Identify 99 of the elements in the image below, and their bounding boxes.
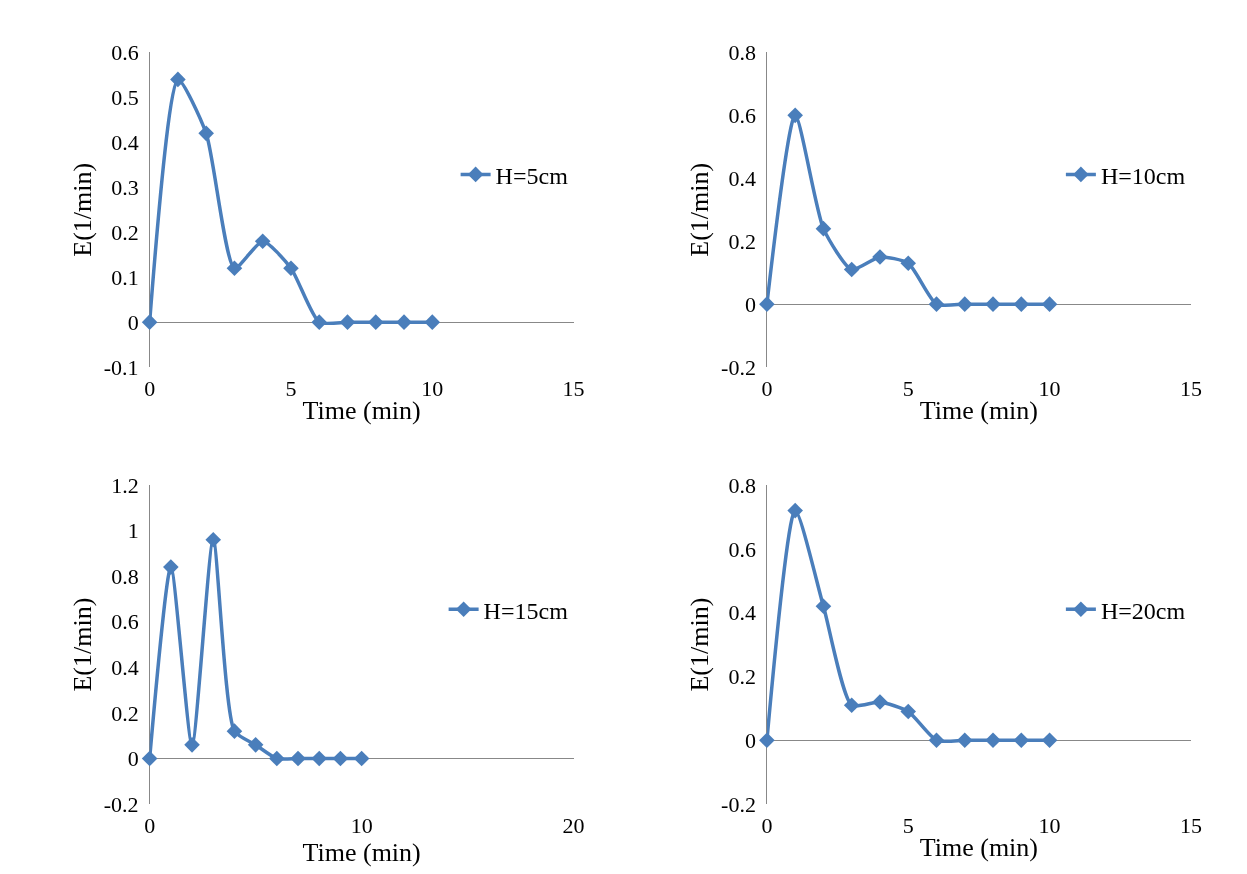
y-tick-label: 1.2 [111,472,139,498]
x-tick-label: 15 [1179,376,1202,402]
point [900,255,917,272]
x-tick-label: 20 [562,813,585,839]
y-axis-title: E(1/min) [685,162,715,257]
point [843,697,860,713]
point [184,737,200,753]
point [163,559,179,575]
point [141,314,158,330]
point [759,732,775,749]
y-tick-label: 0.3 [111,174,139,200]
y-axis-title: E(1/min) [685,597,715,692]
y-tick-label: 0.8 [728,40,756,66]
x-tick-label: 5 [902,813,914,839]
y-tick-label: 0.8 [111,563,139,589]
point [759,296,775,312]
point [787,107,803,124]
y-axis-title: E(1/min) [68,597,98,692]
point [956,732,973,749]
point [424,314,441,330]
x-tick-label: 0 [761,813,773,839]
point [1041,732,1058,749]
point [226,260,243,276]
x-tick-label: 0 [761,376,773,402]
y-tick-label: 0.4 [111,655,139,681]
point [311,750,328,767]
point [311,314,328,330]
y-tick-label: 0.6 [728,536,756,562]
point [787,502,803,519]
legend-label: H=15cm [483,597,569,624]
y-tick-label: 0 [127,309,139,335]
y-tick-label: 1 [127,518,139,544]
legend-label: H=20cm [1100,597,1186,624]
y-tick-label: 0.6 [111,609,139,635]
x-tick-label: 15 [562,376,585,402]
y-tick-label: 0.1 [111,264,139,290]
x-tick-label: 10 [1038,813,1061,839]
y-tick-label: 0 [744,291,756,317]
point [1013,732,1030,749]
legend-label: H=5cm [495,162,569,189]
y-tick-label: -0.1 [103,354,139,380]
point [170,71,186,88]
point [198,125,214,142]
x-tick-label: 10 [350,813,373,839]
point [332,750,349,767]
point [290,750,306,767]
x-tick-label: 0 [144,376,156,402]
y-tick-label: 0 [127,746,139,772]
y-tick-label: 0.2 [728,664,756,690]
legend-label: H=10cm [1100,162,1186,189]
point [269,750,285,767]
point [367,314,384,330]
y-tick-label: 0.4 [728,600,756,626]
y-tick-label: 0.2 [111,700,139,726]
point [872,694,888,710]
point [1041,296,1058,312]
x-tick-label: 5 [902,376,914,402]
y-tick-label: 0.5 [111,85,139,111]
point [283,260,299,276]
y-tick-label: -0.2 [721,791,756,817]
x-tick-label: 10 [1038,376,1061,402]
y-axis-title: E(1/min) [68,162,98,257]
x-axis-title: Time (min) [302,395,421,425]
y-tick-label: 0.4 [728,166,756,191]
y-tick-label: 0.6 [111,40,139,66]
x-axis-title: Time (min) [919,395,1038,425]
y-tick-label: 0.2 [111,219,139,245]
point [339,314,356,330]
point [843,261,860,278]
y-tick-label: -0.2 [103,791,139,817]
point [815,598,832,615]
point [254,233,271,250]
point [353,750,370,767]
y-tick-label: 0 [744,727,756,753]
point [956,296,973,312]
y-tick-label: 0.2 [728,228,756,254]
y-tick-label: 0.8 [728,472,756,498]
x-tick-label: 10 [421,376,444,402]
y-tick-label: 0.6 [728,103,756,129]
point [928,732,945,749]
x-axis-title: Time (min) [302,838,421,868]
x-tick-label: 0 [144,813,156,839]
x-axis-title: Time (min) [919,832,1038,862]
point [396,314,412,330]
point [205,531,222,548]
x-tick-label: 15 [1179,813,1202,839]
point [1013,296,1030,312]
y-tick-label: 0.4 [111,130,139,156]
x-tick-label: 5 [285,376,297,402]
point [985,732,1001,749]
y-tick-label: -0.2 [721,354,756,380]
point [226,723,243,739]
point [247,737,264,753]
point [928,296,945,312]
point [872,249,888,265]
point [985,296,1001,312]
point [815,220,832,237]
point [141,750,158,767]
point [900,703,917,720]
